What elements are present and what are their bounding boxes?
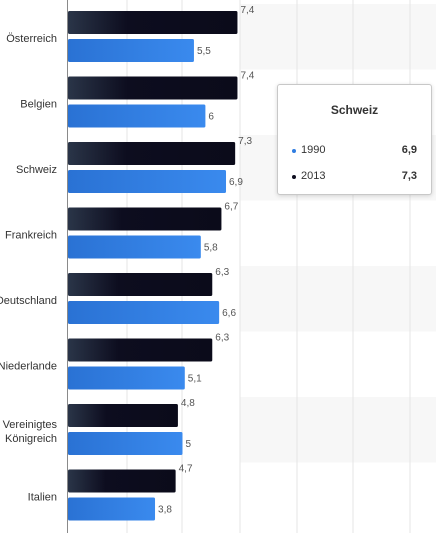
tooltip-series-name: 2013 xyxy=(301,170,326,182)
data-label-1990: 6 xyxy=(208,112,214,123)
category-label: Königreich xyxy=(5,433,57,445)
category-label: Niederlande xyxy=(0,361,57,373)
bar-1990 xyxy=(68,366,185,390)
tooltip-dot-2013 xyxy=(292,175,296,179)
bar-1990 xyxy=(68,104,206,128)
data-label-2013: 6,3 xyxy=(215,333,229,344)
bar-2013 xyxy=(68,76,238,100)
category-label: Österreich xyxy=(6,33,57,45)
data-label-1990: 6,9 xyxy=(229,177,243,188)
tooltip-dot-1990 xyxy=(292,149,296,153)
tooltip-series-name: 1990 xyxy=(301,144,326,156)
data-label-2013: 4,8 xyxy=(181,398,195,409)
bar-1990 xyxy=(68,235,201,259)
data-label-2013: 7,4 xyxy=(240,5,254,16)
bar-2013 xyxy=(68,273,213,296)
tooltip-series-value: 6,9 xyxy=(401,144,417,156)
bar-2013 xyxy=(68,142,236,165)
data-label-2013: 7,3 xyxy=(238,136,252,147)
bar-1990 xyxy=(68,39,194,62)
category-label: Italien xyxy=(28,492,57,504)
data-label-1990: 5,1 xyxy=(188,374,202,385)
bar-1990 xyxy=(68,432,183,455)
bar-2013 xyxy=(68,338,213,362)
category-label: Belgien xyxy=(20,99,57,111)
tooltip: Schweiz 1990 6,9 2013 7,3 xyxy=(277,84,432,195)
data-label-2013: 7,4 xyxy=(240,71,254,82)
data-label-1990: 5,8 xyxy=(204,243,218,254)
tooltip-series-value: 7,3 xyxy=(401,170,417,182)
category-label: Deutschland xyxy=(0,295,57,307)
data-label-2013: 6,3 xyxy=(215,267,229,278)
category-label: Vereinigtes xyxy=(3,419,58,431)
tooltip-title: Schweiz xyxy=(330,103,379,117)
data-label-2013: 6,7 xyxy=(224,202,238,213)
bar-1990 xyxy=(68,497,156,521)
category-label: Frankreich xyxy=(5,230,57,242)
data-label-1990: 6,6 xyxy=(222,308,236,319)
background-band xyxy=(240,4,436,70)
background-band xyxy=(240,397,436,463)
bar-2013 xyxy=(68,404,178,427)
category-label: Schweiz xyxy=(16,164,57,176)
bar-1990 xyxy=(68,301,220,324)
data-label-1990: 3,8 xyxy=(158,505,172,516)
tooltip-row-1990: 1990 6,9 xyxy=(292,144,417,160)
data-label-2013: 4,7 xyxy=(179,464,193,475)
tooltip-row-2013: 2013 7,3 xyxy=(292,170,417,186)
data-label-1990: 5 xyxy=(186,439,192,450)
background-band xyxy=(240,266,436,332)
bar-2013 xyxy=(68,469,176,493)
bar-1990 xyxy=(68,170,227,193)
bar-2013 xyxy=(68,11,238,34)
bar-2013 xyxy=(68,207,222,231)
data-label-1990: 5,5 xyxy=(197,46,211,57)
